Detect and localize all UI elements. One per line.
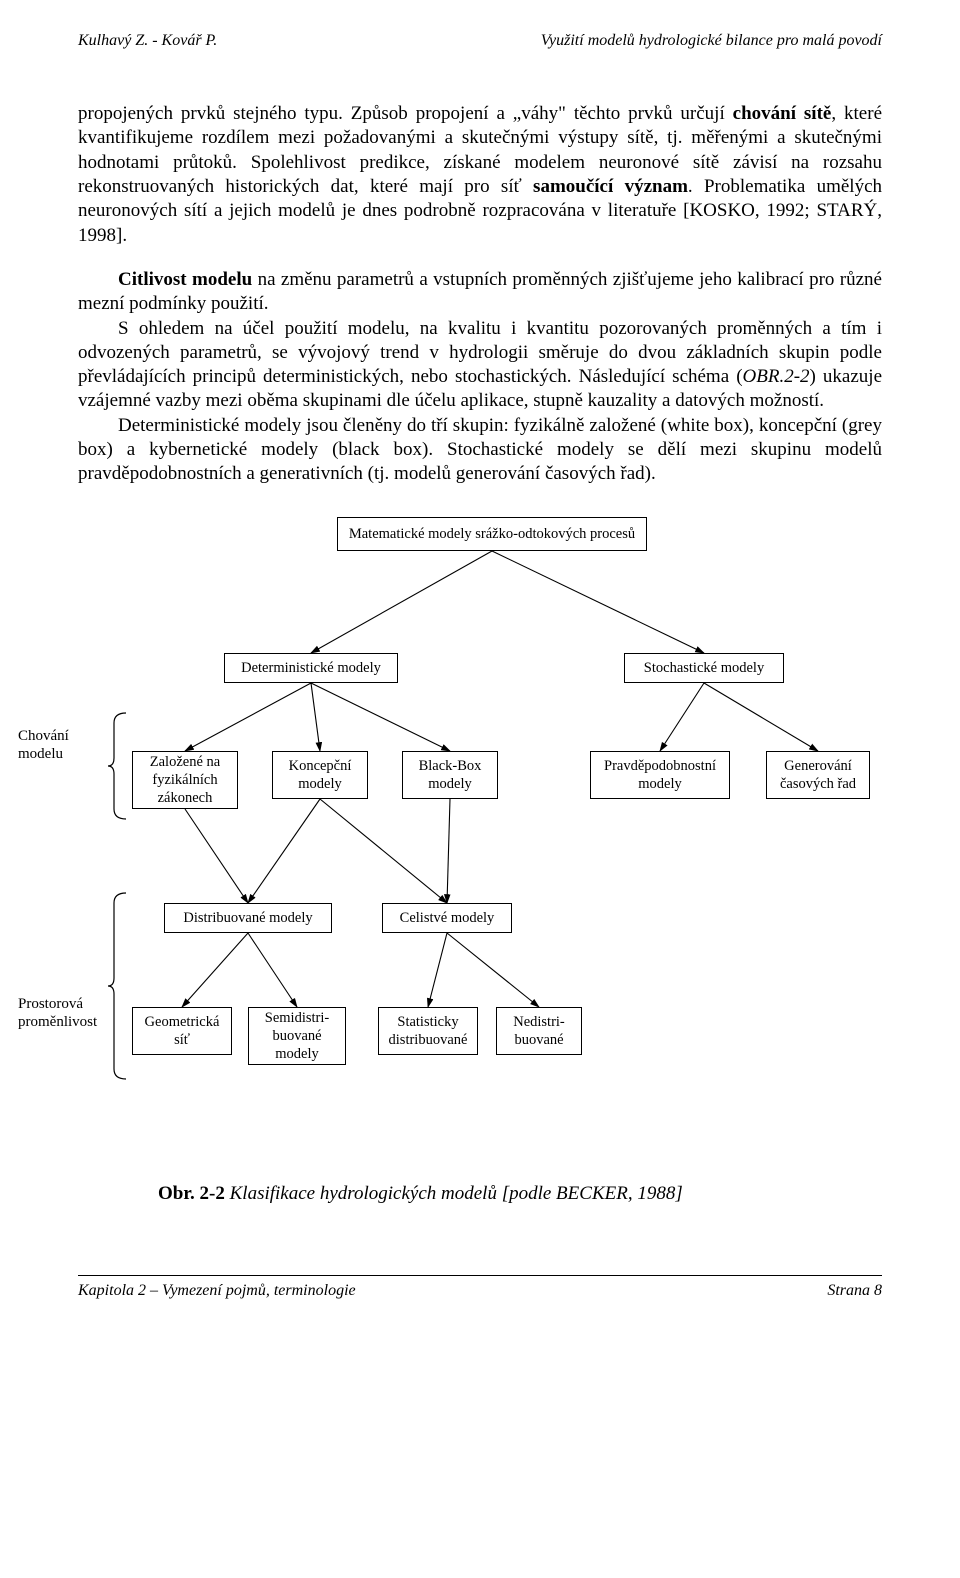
node-konc: Koncepční modely [272, 751, 368, 799]
node-gen: Generování časových řad [766, 751, 870, 799]
p1-bold-2: samoučící význam [533, 176, 688, 197]
classification-diagram: Matematické modely srážko-odtokových pro… [78, 517, 882, 1167]
footer-left: Kapitola 2 – Vymezení pojmů, terminologi… [78, 1282, 356, 1300]
side-label-prostor: Prostorováproměnlivost [18, 995, 108, 1033]
p1-bold-1: chování sítě [733, 103, 832, 124]
paragraph-1: propojených prvků stejného typu. Způsob … [78, 102, 882, 248]
node-det: Deterministické modely [224, 653, 398, 683]
edge-det-bbox [311, 683, 450, 751]
node-dist: Distribuované modely [164, 903, 332, 933]
brace [108, 893, 126, 1079]
edge-cel-nedi [447, 933, 539, 1007]
paragraph-2: Citlivost modelu na změnu parametrů a vs… [78, 268, 882, 317]
p2-bold: Citlivost modelu [118, 269, 252, 290]
node-stoch: Stochastické modely [624, 653, 784, 683]
node-cel: Celistvé modely [382, 903, 512, 933]
diagram-edges-svg [78, 517, 882, 1167]
caption-label: Obr. 2-2 [158, 1183, 225, 1204]
p3-italic: OBR.2-2 [743, 366, 810, 387]
edge-stoch-prob [660, 683, 704, 751]
footer-right: Strana 8 [827, 1282, 882, 1300]
p1-text-a: propojených prvků stejného typu. Způsob … [78, 103, 733, 124]
edge-dist-semi [248, 933, 297, 1007]
page-footer: Kapitola 2 – Vymezení pojmů, terminologi… [78, 1275, 882, 1305]
p1-text-d: , 1992; S [755, 200, 827, 221]
side-label-chovani: Chovánímodelu [18, 727, 108, 765]
running-header-left: Kulhavý Z. - Kovář P. [78, 32, 217, 50]
body-text: propojených prvků stejného typu. Způsob … [78, 102, 882, 487]
p1-smallcaps-1: OSKO [703, 200, 755, 221]
caption-smallcaps: ECKER [568, 1183, 628, 1204]
node-semi: Semidistri-buované modely [248, 1007, 346, 1065]
edge-phys-dist [185, 809, 248, 903]
paragraph-4: Deterministické modely jsou členěny do t… [78, 414, 882, 487]
running-header-right: Využití modelů hydrologické bilance pro … [541, 32, 882, 50]
node-geo: Geometrická síť [132, 1007, 232, 1055]
caption-text-a: Klasifikace hydrologických modelů [podle… [225, 1183, 568, 1204]
edge-konc-dist [248, 799, 320, 903]
edge-root-det [311, 551, 492, 653]
node-prob: Pravděpodobnostní modely [590, 751, 730, 799]
edge-det-phys [185, 683, 311, 751]
node-stat: Statisticky distribuované [378, 1007, 478, 1055]
edge-root-stoch [492, 551, 704, 653]
paragraph-3: S ohledem na účel použití modelu, na kva… [78, 317, 882, 414]
brace [108, 713, 126, 819]
edge-dist-geo [182, 933, 248, 1007]
node-phys: Založené na fyzikálních zákonech [132, 751, 238, 809]
node-root: Matematické modely srážko-odtokových pro… [337, 517, 647, 551]
p1-smallcaps-2: TARÝ [827, 200, 877, 221]
caption-text-b: , 1988] [628, 1183, 683, 1204]
node-nedi: Nedistri-buované [496, 1007, 582, 1055]
node-bbox: Black-Box modely [402, 751, 498, 799]
edge-bbox-cel [447, 799, 450, 903]
edge-det-konc [311, 683, 320, 751]
edge-stoch-gen [704, 683, 818, 751]
edge-cel-stat [428, 933, 447, 1007]
page: Kulhavý Z. - Kovář P. Využití modelů hyd… [0, 0, 960, 1335]
figure-caption: Obr. 2-2 Klasifikace hydrologických mode… [78, 1183, 882, 1205]
edge-konc-cel [320, 799, 447, 903]
